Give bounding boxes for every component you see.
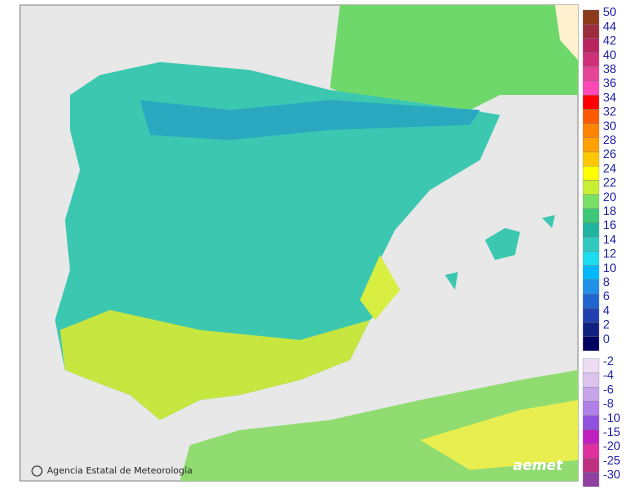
legend-swatch bbox=[582, 208, 600, 224]
legend-label: 36 bbox=[603, 76, 617, 90]
legend-swatch bbox=[582, 222, 600, 238]
legend-label: 4 bbox=[603, 303, 610, 317]
legend-label: 14 bbox=[603, 232, 617, 246]
legend-swatch bbox=[582, 293, 600, 309]
legend-swatch bbox=[582, 265, 600, 280]
legend-swatch bbox=[582, 429, 600, 445]
legend-label: 2 bbox=[603, 318, 610, 332]
legend-swatch bbox=[582, 66, 600, 82]
legend-swatch bbox=[582, 336, 600, 351]
legend-swatch bbox=[582, 123, 600, 138]
legend-label: -30 bbox=[603, 468, 621, 482]
legend-swatch bbox=[582, 80, 600, 96]
legend-label: 24 bbox=[603, 161, 617, 175]
legend-label: 28 bbox=[603, 133, 617, 147]
legend-swatch bbox=[582, 401, 600, 416]
legend-swatch bbox=[582, 52, 600, 67]
land-corner bbox=[555, 5, 578, 60]
legend-label: 44 bbox=[603, 19, 617, 33]
legend-label: 12 bbox=[603, 247, 617, 261]
legend-swatch bbox=[582, 472, 600, 487]
legend-swatch bbox=[582, 194, 600, 209]
south-warm bbox=[60, 310, 370, 420]
legend-label: -4 bbox=[603, 368, 614, 382]
france bbox=[330, 5, 578, 110]
legend-label: 22 bbox=[603, 176, 617, 190]
legend-label: -25 bbox=[603, 453, 621, 467]
africa-warm bbox=[420, 400, 578, 470]
legend-swatch bbox=[582, 279, 600, 295]
legend-swatch bbox=[582, 415, 600, 430]
logo: aemet bbox=[513, 458, 564, 474]
legend-swatch bbox=[582, 38, 600, 53]
legend-label: -15 bbox=[603, 425, 621, 439]
legend-label: -2 bbox=[603, 354, 614, 368]
legend-swatch bbox=[582, 95, 600, 110]
legend-label: 50 bbox=[603, 5, 617, 19]
legend-swatch bbox=[582, 387, 600, 402]
legend-swatch bbox=[582, 358, 600, 374]
logo-circle bbox=[31, 465, 43, 477]
legend-label: 8 bbox=[603, 275, 610, 289]
legend-swatch bbox=[582, 151, 600, 167]
legend-label: 32 bbox=[603, 105, 617, 119]
legend-swatch bbox=[582, 443, 600, 459]
legend-label: 42 bbox=[603, 34, 617, 48]
legend-label: -6 bbox=[603, 382, 614, 396]
legend-swatch bbox=[582, 137, 600, 153]
menorca bbox=[542, 215, 555, 228]
legend-swatch bbox=[582, 9, 600, 25]
mallorca bbox=[485, 228, 520, 260]
credit: Agencia Estatal de Meteorología bbox=[47, 467, 193, 477]
legend-swatch bbox=[582, 24, 600, 39]
legend-label: 26 bbox=[603, 147, 617, 161]
legend-swatch bbox=[582, 458, 600, 473]
legend-label: -20 bbox=[603, 439, 621, 453]
north-mountains bbox=[140, 100, 480, 140]
legend-swatch bbox=[582, 251, 600, 266]
legend-label: 10 bbox=[603, 261, 617, 275]
legend-label: -10 bbox=[603, 411, 621, 425]
legend-swatch bbox=[582, 308, 600, 323]
legend-label: 30 bbox=[603, 119, 617, 133]
legend-label: 18 bbox=[603, 204, 617, 218]
legend-label: 16 bbox=[603, 218, 617, 232]
legend-label: 6 bbox=[603, 289, 610, 303]
legend-label: 40 bbox=[603, 48, 617, 62]
legend-label: 0 bbox=[603, 332, 610, 346]
legend-swatch bbox=[582, 372, 600, 388]
ibiza bbox=[445, 272, 458, 290]
legend-label: -8 bbox=[603, 397, 614, 411]
legend-swatch bbox=[582, 180, 600, 195]
legend-swatch bbox=[582, 322, 600, 337]
legend: 5044424038363432302826242220181614121086… bbox=[582, 5, 621, 487]
legend-label: 20 bbox=[603, 190, 617, 204]
legend-label: 38 bbox=[603, 62, 617, 76]
legend-label: 34 bbox=[603, 90, 617, 104]
legend-swatch bbox=[582, 166, 600, 181]
legend-swatch bbox=[582, 109, 600, 124]
legend-swatch bbox=[582, 237, 600, 252]
east-coast bbox=[360, 255, 400, 320]
